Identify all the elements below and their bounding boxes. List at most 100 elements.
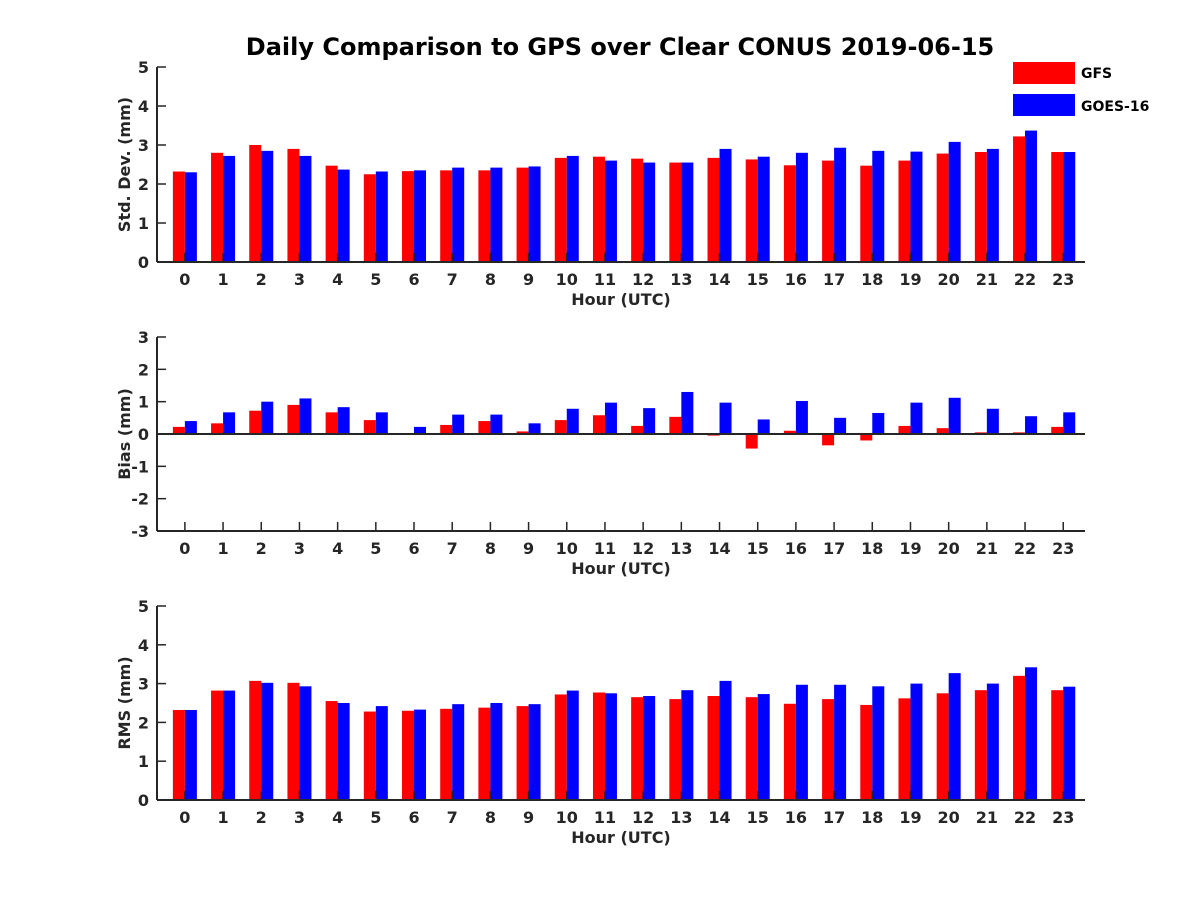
bar-gfs-6 xyxy=(402,171,415,262)
x-tick-label: 11 xyxy=(594,808,616,827)
bar-gfs-23 xyxy=(1051,426,1064,434)
bar-gfs-14 xyxy=(707,157,720,262)
y-tick-label: 2 xyxy=(138,713,149,732)
bar-goes16-7 xyxy=(452,167,465,262)
x-tick-label: 0 xyxy=(179,808,190,827)
bar-goes16-9 xyxy=(528,166,541,262)
bar-gfs-5 xyxy=(363,420,376,434)
x-tick-label: 2 xyxy=(256,539,267,558)
x-tick-label: 17 xyxy=(823,270,845,289)
x-tick-label: 17 xyxy=(823,539,845,558)
bar-gfs-10 xyxy=(554,157,567,262)
y-tick-label: 0 xyxy=(138,253,149,272)
x-tick-label: 3 xyxy=(294,808,305,827)
bar-gfs-17 xyxy=(822,699,835,800)
x-tick-label: 0 xyxy=(179,270,190,289)
bar-gfs-22 xyxy=(1013,136,1026,262)
x-tick-label: 22 xyxy=(1014,539,1036,558)
bar-goes16-1 xyxy=(223,690,236,800)
x-tick-label: 1 xyxy=(217,808,228,827)
x-tick-label: 21 xyxy=(976,808,998,827)
bar-goes16-11 xyxy=(604,160,617,262)
bar-goes16-9 xyxy=(528,704,541,800)
bar-gfs-17 xyxy=(822,160,835,262)
bar-gfs-5 xyxy=(363,174,376,262)
bar-goes16-14 xyxy=(719,680,732,800)
bar-gfs-13 xyxy=(669,162,682,262)
x-tick-label: 6 xyxy=(408,808,419,827)
bar-gfs-15 xyxy=(745,159,758,262)
bar-goes16-23 xyxy=(1063,686,1076,800)
y-axis-label: RMS (mm) xyxy=(115,656,134,749)
bar-goes16-15 xyxy=(757,156,770,262)
x-tick-label: 4 xyxy=(332,539,343,558)
x-tick-label: 16 xyxy=(785,808,807,827)
bar-goes16-9 xyxy=(528,423,541,434)
bar-gfs-2 xyxy=(249,410,262,434)
x-tick-label: 10 xyxy=(556,808,578,827)
x-tick-label: 13 xyxy=(670,539,692,558)
bar-goes16-5 xyxy=(375,412,388,434)
bar-goes16-7 xyxy=(452,704,465,800)
y-tick-label: 0 xyxy=(138,425,149,444)
bar-goes16-3 xyxy=(299,398,312,434)
legend-swatch-gfs xyxy=(1013,62,1075,84)
bar-gfs-8 xyxy=(478,421,491,434)
bar-gfs-22 xyxy=(1013,675,1026,800)
bar-goes16-4 xyxy=(337,703,350,800)
x-tick-label: 12 xyxy=(632,270,654,289)
bar-gfs-15 xyxy=(745,434,758,449)
bar-goes16-13 xyxy=(681,162,694,262)
bar-goes16-15 xyxy=(757,419,770,434)
x-tick-label: 9 xyxy=(523,270,534,289)
x-tick-label: 2 xyxy=(256,270,267,289)
bar-gfs-5 xyxy=(363,711,376,800)
bar-goes16-0 xyxy=(184,172,197,262)
bar-gfs-13 xyxy=(669,416,682,434)
bar-gfs-9 xyxy=(516,167,529,262)
bar-goes16-12 xyxy=(643,162,656,262)
bar-goes16-18 xyxy=(872,686,885,800)
x-tick-label: 5 xyxy=(370,270,381,289)
bar-goes16-8 xyxy=(490,414,503,434)
bar-gfs-2 xyxy=(249,145,262,262)
bar-goes16-13 xyxy=(681,391,694,434)
y-tick-label: 5 xyxy=(138,597,149,616)
bar-gfs-20 xyxy=(936,153,949,262)
bar-goes16-21 xyxy=(986,408,999,434)
y-axis-label: Std. Dev. (mm) xyxy=(115,97,134,232)
y-tick-label: 0 xyxy=(138,791,149,810)
bar-goes16-11 xyxy=(604,402,617,434)
bar-gfs-1 xyxy=(211,423,224,434)
bar-gfs-10 xyxy=(554,694,567,800)
bar-gfs-7 xyxy=(440,170,453,262)
bar-gfs-19 xyxy=(898,425,911,434)
x-tick-label: 18 xyxy=(861,270,883,289)
y-tick-label: 5 xyxy=(138,58,149,77)
x-tick-label: 0 xyxy=(179,539,190,558)
bar-gfs-16 xyxy=(783,703,796,800)
bar-gfs-19 xyxy=(898,698,911,800)
x-tick-label: 4 xyxy=(332,808,343,827)
bar-gfs-17 xyxy=(822,434,835,446)
y-tick-label: -2 xyxy=(131,490,149,509)
bar-goes16-7 xyxy=(452,414,465,434)
bar-goes16-14 xyxy=(719,402,732,434)
bar-goes16-20 xyxy=(948,673,961,800)
y-tick-label: 2 xyxy=(138,360,149,379)
bar-gfs-11 xyxy=(592,415,605,434)
x-tick-label: 10 xyxy=(556,539,578,558)
bar-gfs-0 xyxy=(172,171,185,262)
bar-goes16-5 xyxy=(375,706,388,800)
bar-goes16-16 xyxy=(795,401,808,434)
bar-gfs-6 xyxy=(402,710,415,800)
chart-title: Daily Comparison to GPS over Clear CONUS… xyxy=(246,33,994,61)
bar-goes16-21 xyxy=(986,683,999,800)
bar-gfs-12 xyxy=(631,425,644,434)
x-tick-label: 21 xyxy=(976,539,998,558)
x-tick-label: 20 xyxy=(938,539,960,558)
x-tick-label: 15 xyxy=(747,539,769,558)
